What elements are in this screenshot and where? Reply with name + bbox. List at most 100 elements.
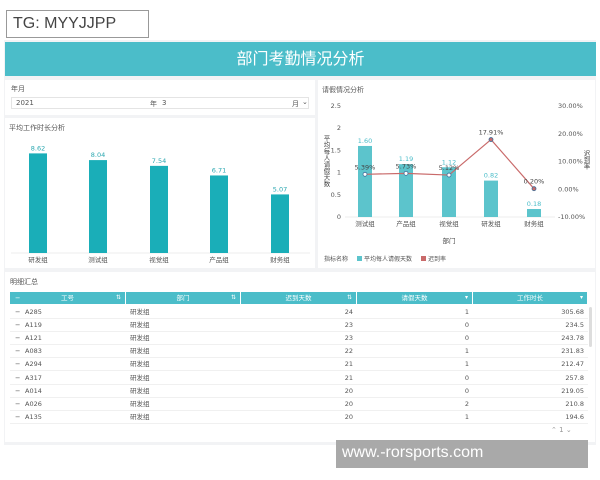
table-row[interactable]: − A026 研发组 20 2 210.8 <box>10 398 588 411</box>
table-cell: A294 <box>25 360 42 369</box>
y-tick-label: 2.5 <box>331 102 341 110</box>
table-cell: 0 <box>464 321 469 330</box>
avg-work-hours-chart: 8.62 研发组 8.04 测试组 7.54 视觉组 6.71 产品组 5.07 财务组 <box>11 144 310 264</box>
rate-point <box>362 171 368 177</box>
y-tick-label: 1 <box>337 169 341 177</box>
sort-icon[interactable]: ⇅ <box>115 294 121 301</box>
table-row[interactable]: − A294 研发组 21 1 212.47 <box>10 358 588 372</box>
table-row[interactable]: − A135 研发组 20 1 194.6 <box>10 411 588 424</box>
row-collapse-icon[interactable]: − <box>15 386 21 395</box>
sort-icon[interactable]: ⇅ <box>346 294 352 301</box>
row-collapse-icon[interactable]: − <box>15 334 21 343</box>
table-row[interactable]: − A285 研发组 24 1 305.68 <box>10 306 588 319</box>
page-down-icon[interactable]: ⌄ <box>565 426 572 434</box>
bar <box>442 167 456 217</box>
row-collapse-icon[interactable]: − <box>15 412 21 421</box>
table-title: 明细汇总 <box>10 278 38 286</box>
sort-icon[interactable]: ⇅ <box>230 294 236 301</box>
bar-data-label: 1.60 <box>358 137 372 145</box>
table-row[interactable]: − A317 研发组 21 0 257.8 <box>10 372 588 385</box>
x-tick-label: 视觉组 <box>149 255 169 264</box>
table-row[interactable]: − A014 研发组 20 0 219.05 <box>10 385 588 398</box>
table-cell: 305.68 <box>561 308 584 316</box>
table-cell: 219.05 <box>561 386 584 395</box>
legend-swatch-bar <box>357 256 362 261</box>
table-cell: 0 <box>464 373 469 382</box>
table-cell: 研发组 <box>130 347 150 356</box>
filter-icon[interactable]: ▾ <box>579 294 583 301</box>
legend-swatch-line <box>421 256 426 261</box>
leave-analysis-chart: 0 0.5 1 1.5 2 2.5 -10.00% 0.00% 10.00% 20.00% 30.0… <box>322 102 590 263</box>
rate-point <box>488 137 494 142</box>
x-tick-label: 产品组 <box>396 219 416 228</box>
chart-title: 请假情况分析 <box>322 86 364 94</box>
table-cell: 研发组 <box>130 412 150 421</box>
y-right-tick-label: 0.00% <box>558 185 579 193</box>
rate-data-label: 5.39% <box>355 163 376 171</box>
y-axis-label: 平均每人请假天数 <box>322 135 330 189</box>
column-header[interactable]: 部门 ⇅ <box>126 292 241 304</box>
rate-point <box>531 186 537 192</box>
y-right-tick-label: -10.00% <box>558 213 585 221</box>
row-collapse-icon[interactable]: − <box>15 360 21 369</box>
chevron-down-icon[interactable]: ⌄ <box>302 98 308 106</box>
row-collapse-icon[interactable]: − <box>15 308 21 316</box>
table-cell: 20 <box>344 412 353 421</box>
table-cell: 243.78 <box>561 334 584 343</box>
watermark-bottom-right: www.-rorsports.com <box>336 440 588 468</box>
column-header[interactable]: − 工号 ⇅ <box>10 292 126 304</box>
column-header-label: 工号 <box>61 294 74 302</box>
pager[interactable]: ⌃ 1 ⌄ <box>551 426 572 434</box>
data-label: 8.04 <box>91 151 105 159</box>
column-header[interactable]: 工作时长 ▾ <box>473 292 588 304</box>
data-label: 5.07 <box>273 185 287 193</box>
bar <box>271 194 289 253</box>
table-cell: A083 <box>25 347 42 356</box>
legend-title: 指标名称 <box>324 255 348 263</box>
table-cell: 21 <box>344 373 353 382</box>
table-cell: A026 <box>25 399 42 408</box>
year-month-select[interactable]: 2021 年 3 月 ⌄ <box>11 97 309 109</box>
bar-data-label: 0.82 <box>484 172 498 180</box>
row-collapse-icon[interactable]: − <box>15 399 21 408</box>
rate-data-label: 17.91% <box>479 129 504 137</box>
row-collapse-icon[interactable]: − <box>15 347 21 356</box>
date-filter-panel: 年月 2021 年 3 月 ⌄ <box>5 80 315 115</box>
collapse-icon[interactable]: − <box>15 294 21 302</box>
y-right-tick-label: 10.00% <box>558 158 583 166</box>
table-cell: 20 <box>344 399 353 408</box>
y-tick-label: 2 <box>337 124 341 132</box>
filter-icon[interactable]: ▾ <box>464 294 468 301</box>
table-cell: 234.5 <box>565 321 584 330</box>
rate-point <box>403 170 409 176</box>
row-collapse-icon[interactable]: − <box>15 373 21 382</box>
x-axis-label: 部门 <box>443 236 456 245</box>
column-header[interactable]: 迟到天数 ⇅ <box>241 292 357 304</box>
bar <box>358 145 372 217</box>
avg-work-hours-panel: 平均工作时长分析 8.62 研发组 8.04 测试组 7.54 视觉组 6.71 产品组 5.0… <box>5 118 315 268</box>
column-header[interactable]: 请假天数 ▾ <box>357 292 473 304</box>
rate-data-label: 5.12% <box>439 164 460 172</box>
table-row[interactable]: − A083 研发组 22 1 231.83 <box>10 345 588 359</box>
table-cell: 1 <box>464 308 469 316</box>
table-cell: 0 <box>464 386 469 395</box>
scrollbar[interactable] <box>589 307 592 347</box>
table-cell: 研发组 <box>130 373 150 382</box>
table-row[interactable]: − A121 研发组 23 0 243.78 <box>10 332 588 346</box>
table-cell: 21 <box>344 360 353 369</box>
table-cell: 1 <box>464 360 469 369</box>
row-collapse-icon[interactable]: − <box>15 321 21 330</box>
page-up-icon[interactable]: ⌃ <box>551 426 557 434</box>
table-cell: 研发组 <box>130 334 150 343</box>
column-header-label: 请假天数 <box>401 294 428 302</box>
x-tick-label: 财务组 <box>524 219 544 228</box>
table-row[interactable]: − A119 研发组 23 0 234.5 <box>10 319 588 333</box>
x-tick-label: 视觉组 <box>439 219 459 228</box>
filter-label: 年月 <box>11 85 25 93</box>
page-title: 部门考勤情况分析 <box>5 42 596 76</box>
table-cell: 24 <box>344 308 353 316</box>
table-cell: A121 <box>25 334 42 343</box>
rate-point <box>446 172 452 178</box>
table-cell: A285 <box>25 308 42 316</box>
chart-title: 平均工作时长分析 <box>9 124 65 132</box>
